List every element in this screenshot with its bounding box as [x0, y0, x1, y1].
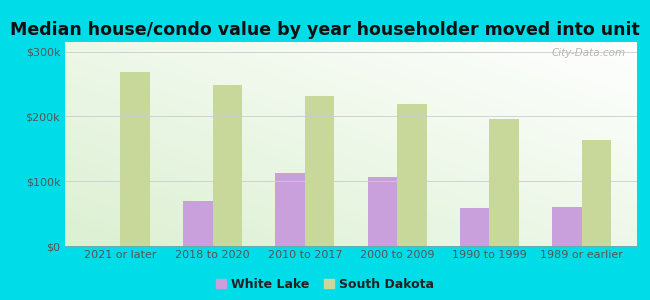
Bar [582, 140, 611, 246]
Bar [368, 177, 397, 246]
Legend: White Lake, South Dakota: White Lake, South Dakota [216, 278, 434, 291]
Text: City-Data.com: City-Data.com [551, 48, 625, 58]
Bar [397, 103, 426, 246]
Bar [276, 173, 305, 246]
Bar [183, 201, 213, 246]
Bar [489, 119, 519, 246]
Text: Median house/condo value by year householder moved into unit: Median house/condo value by year househo… [10, 21, 640, 39]
Bar [552, 207, 582, 246]
Bar [305, 96, 334, 246]
Bar [213, 85, 242, 246]
Bar [460, 208, 489, 246]
Bar [120, 72, 150, 246]
